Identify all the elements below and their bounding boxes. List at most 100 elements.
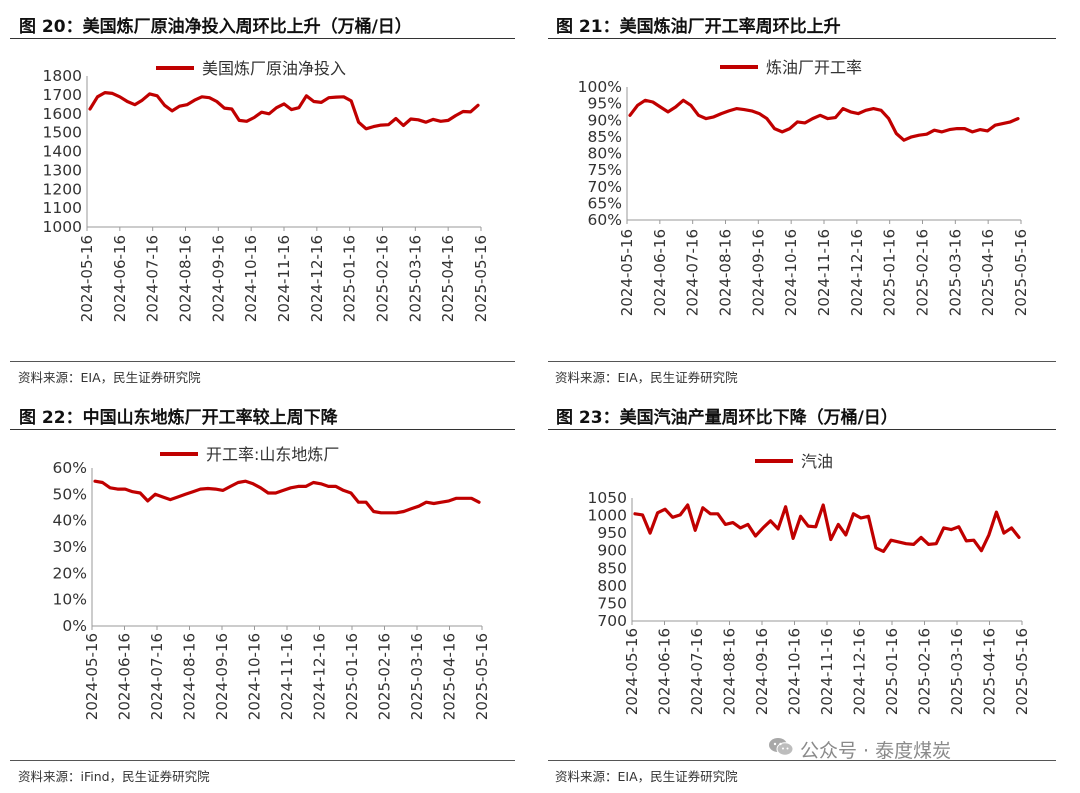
- y-tick-label: 1300: [43, 161, 82, 179]
- source-rule: [548, 760, 1056, 761]
- series-line: [88, 90, 480, 131]
- x-tick-label: 2024-05-16: [83, 633, 101, 720]
- panel-title: 图 20：美国炼厂原油净投入周环比上升（万桶/日）: [19, 17, 412, 37]
- title-rule: [548, 429, 1056, 430]
- x-tick-label: 2025-02-16: [916, 628, 934, 715]
- x-tick-label: 2025-03-16: [948, 628, 966, 715]
- y-tick-label: 1800: [43, 67, 82, 85]
- x-tick-label: 2024-09-16: [749, 229, 767, 316]
- y-tick-label: 70%: [588, 178, 622, 196]
- y-tick-label: 1000: [43, 218, 82, 236]
- y-tick-label: 60%: [53, 459, 87, 477]
- y-tick-label: 1700: [43, 86, 82, 104]
- x-tick-label: 2025-05-16: [1012, 229, 1030, 316]
- x-tick-label: 2024-12-16: [311, 633, 329, 720]
- x-tick-label: 2025-02-16: [376, 633, 394, 720]
- title-rule: [10, 429, 515, 430]
- watermark-text: 公众号 · 泰度煤炭: [800, 740, 952, 762]
- line-chart: 60% 50% 40% 30% 20% 10% 0%2024-05-16 2024-06-16…: [53, 445, 491, 720]
- x-tick-label: 2025-01-16: [883, 628, 901, 715]
- x-tick-label: 2024-12-16: [308, 235, 326, 322]
- y-tick-label: 90%: [588, 111, 622, 129]
- x-tick-label: 2025-04-16: [981, 628, 999, 715]
- source-rule: [10, 760, 515, 761]
- x-tick-label: 2024-06-16: [651, 229, 669, 316]
- y-tick-label: 1400: [43, 143, 82, 161]
- y-tick-label: 950: [597, 524, 627, 542]
- x-tick-label: 2024-12-16: [848, 229, 866, 316]
- x-tick-label: 2024-05-16: [618, 229, 636, 316]
- y-tick-label: 700: [597, 612, 627, 630]
- series-line: [633, 503, 1021, 554]
- x-tick-label: 2025-05-16: [473, 633, 491, 720]
- y-tick-label: 50%: [53, 485, 87, 503]
- x-tick-label: 2025-01-16: [881, 229, 899, 316]
- source-note: 资料来源：EIA，民生证券研究院: [555, 370, 738, 385]
- x-tick-label: 2024-11-16: [815, 229, 833, 316]
- x-tick-label: 2024-06-16: [111, 235, 129, 322]
- y-tick-label: 30%: [53, 538, 87, 556]
- x-tick-label: 2024-08-16: [717, 229, 735, 316]
- x-tick-label: 2024-09-16: [213, 633, 231, 720]
- x-tick-label: 2025-04-16: [441, 633, 459, 720]
- x-tick-label: 2024-07-16: [684, 229, 702, 316]
- panel-title: 图 21：美国炼油厂开工率周环比上升: [556, 17, 841, 37]
- y-tick-label: 10%: [53, 591, 87, 609]
- legend-label: 美国炼厂原油净投入: [202, 59, 346, 78]
- line-chart: 100%95%90%85%80%75%70%65%60%2024-05-16 20…: [578, 58, 1030, 316]
- y-tick-label: 85%: [588, 128, 622, 146]
- x-tick-label: 2024-08-16: [721, 628, 739, 715]
- source-note: 资料来源：EIA，民生证券研究院: [18, 370, 201, 385]
- line-chart: 1800170016001500140013001200110010002024…: [43, 59, 490, 322]
- y-tick-label: 75%: [588, 161, 622, 179]
- x-tick-label: 2024-10-16: [786, 628, 804, 715]
- series-line: [628, 98, 1020, 142]
- x-tick-label: 2024-09-16: [753, 628, 771, 715]
- x-tick-label: 2024-10-16: [246, 633, 264, 720]
- panel-title: 图 22：中国山东地炼厂开工率较上周下降: [19, 408, 338, 428]
- y-tick-label: 0%: [62, 617, 87, 635]
- x-tick-label: 2024-09-16: [209, 235, 227, 322]
- y-tick-label: 40%: [53, 512, 87, 530]
- x-tick-label: 2024-06-16: [116, 633, 134, 720]
- source-rule: [10, 361, 515, 362]
- x-tick-label: 2025-01-16: [341, 235, 359, 322]
- x-tick-label: 2024-05-16: [78, 235, 96, 322]
- y-tick-label: 65%: [588, 194, 622, 212]
- x-tick-label: 2024-11-16: [278, 633, 296, 720]
- y-tick-label: 1100: [43, 199, 82, 217]
- legend-label: 炼油厂开工率: [766, 58, 862, 77]
- x-tick-label: 2025-04-16: [439, 235, 457, 322]
- x-tick-label: 2025-05-16: [472, 235, 490, 322]
- y-tick-label: 800: [597, 577, 627, 595]
- title-rule: [10, 38, 515, 39]
- y-tick-label: 100%: [578, 78, 622, 96]
- x-tick-label: 2024-06-16: [656, 628, 674, 715]
- y-tick-label: 1600: [43, 105, 82, 123]
- x-tick-label: 2025-03-16: [406, 235, 424, 322]
- y-tick-label: 20%: [53, 564, 87, 582]
- source-rule: [548, 361, 1056, 362]
- y-tick-label: 80%: [588, 145, 622, 163]
- x-tick-label: 2024-07-16: [688, 628, 706, 715]
- y-tick-label: 1200: [43, 180, 82, 198]
- x-tick-label: 2024-11-16: [275, 235, 293, 322]
- x-tick-label: 2025-02-16: [374, 235, 392, 322]
- series-line: [93, 479, 481, 515]
- source-note: 资料来源：iFind，民生证券研究院: [18, 769, 210, 784]
- x-tick-label: 2024-07-16: [148, 633, 166, 720]
- y-tick-label: 850: [597, 559, 627, 577]
- x-tick-label: 2024-08-16: [177, 235, 195, 322]
- legend-label: 汽油: [801, 452, 833, 471]
- y-tick-label: 900: [597, 542, 627, 560]
- x-tick-label: 2024-07-16: [144, 235, 162, 322]
- x-tick-label: 2024-08-16: [181, 633, 199, 720]
- x-tick-label: 2024-10-16: [782, 229, 800, 316]
- x-tick-label: 2025-05-16: [1013, 628, 1031, 715]
- y-tick-label: 750: [597, 594, 627, 612]
- x-tick-label: 2024-11-16: [818, 628, 836, 715]
- x-tick-label: 2025-03-16: [946, 229, 964, 316]
- x-tick-label: 2024-12-16: [851, 628, 869, 715]
- y-tick-label: 60%: [588, 211, 622, 229]
